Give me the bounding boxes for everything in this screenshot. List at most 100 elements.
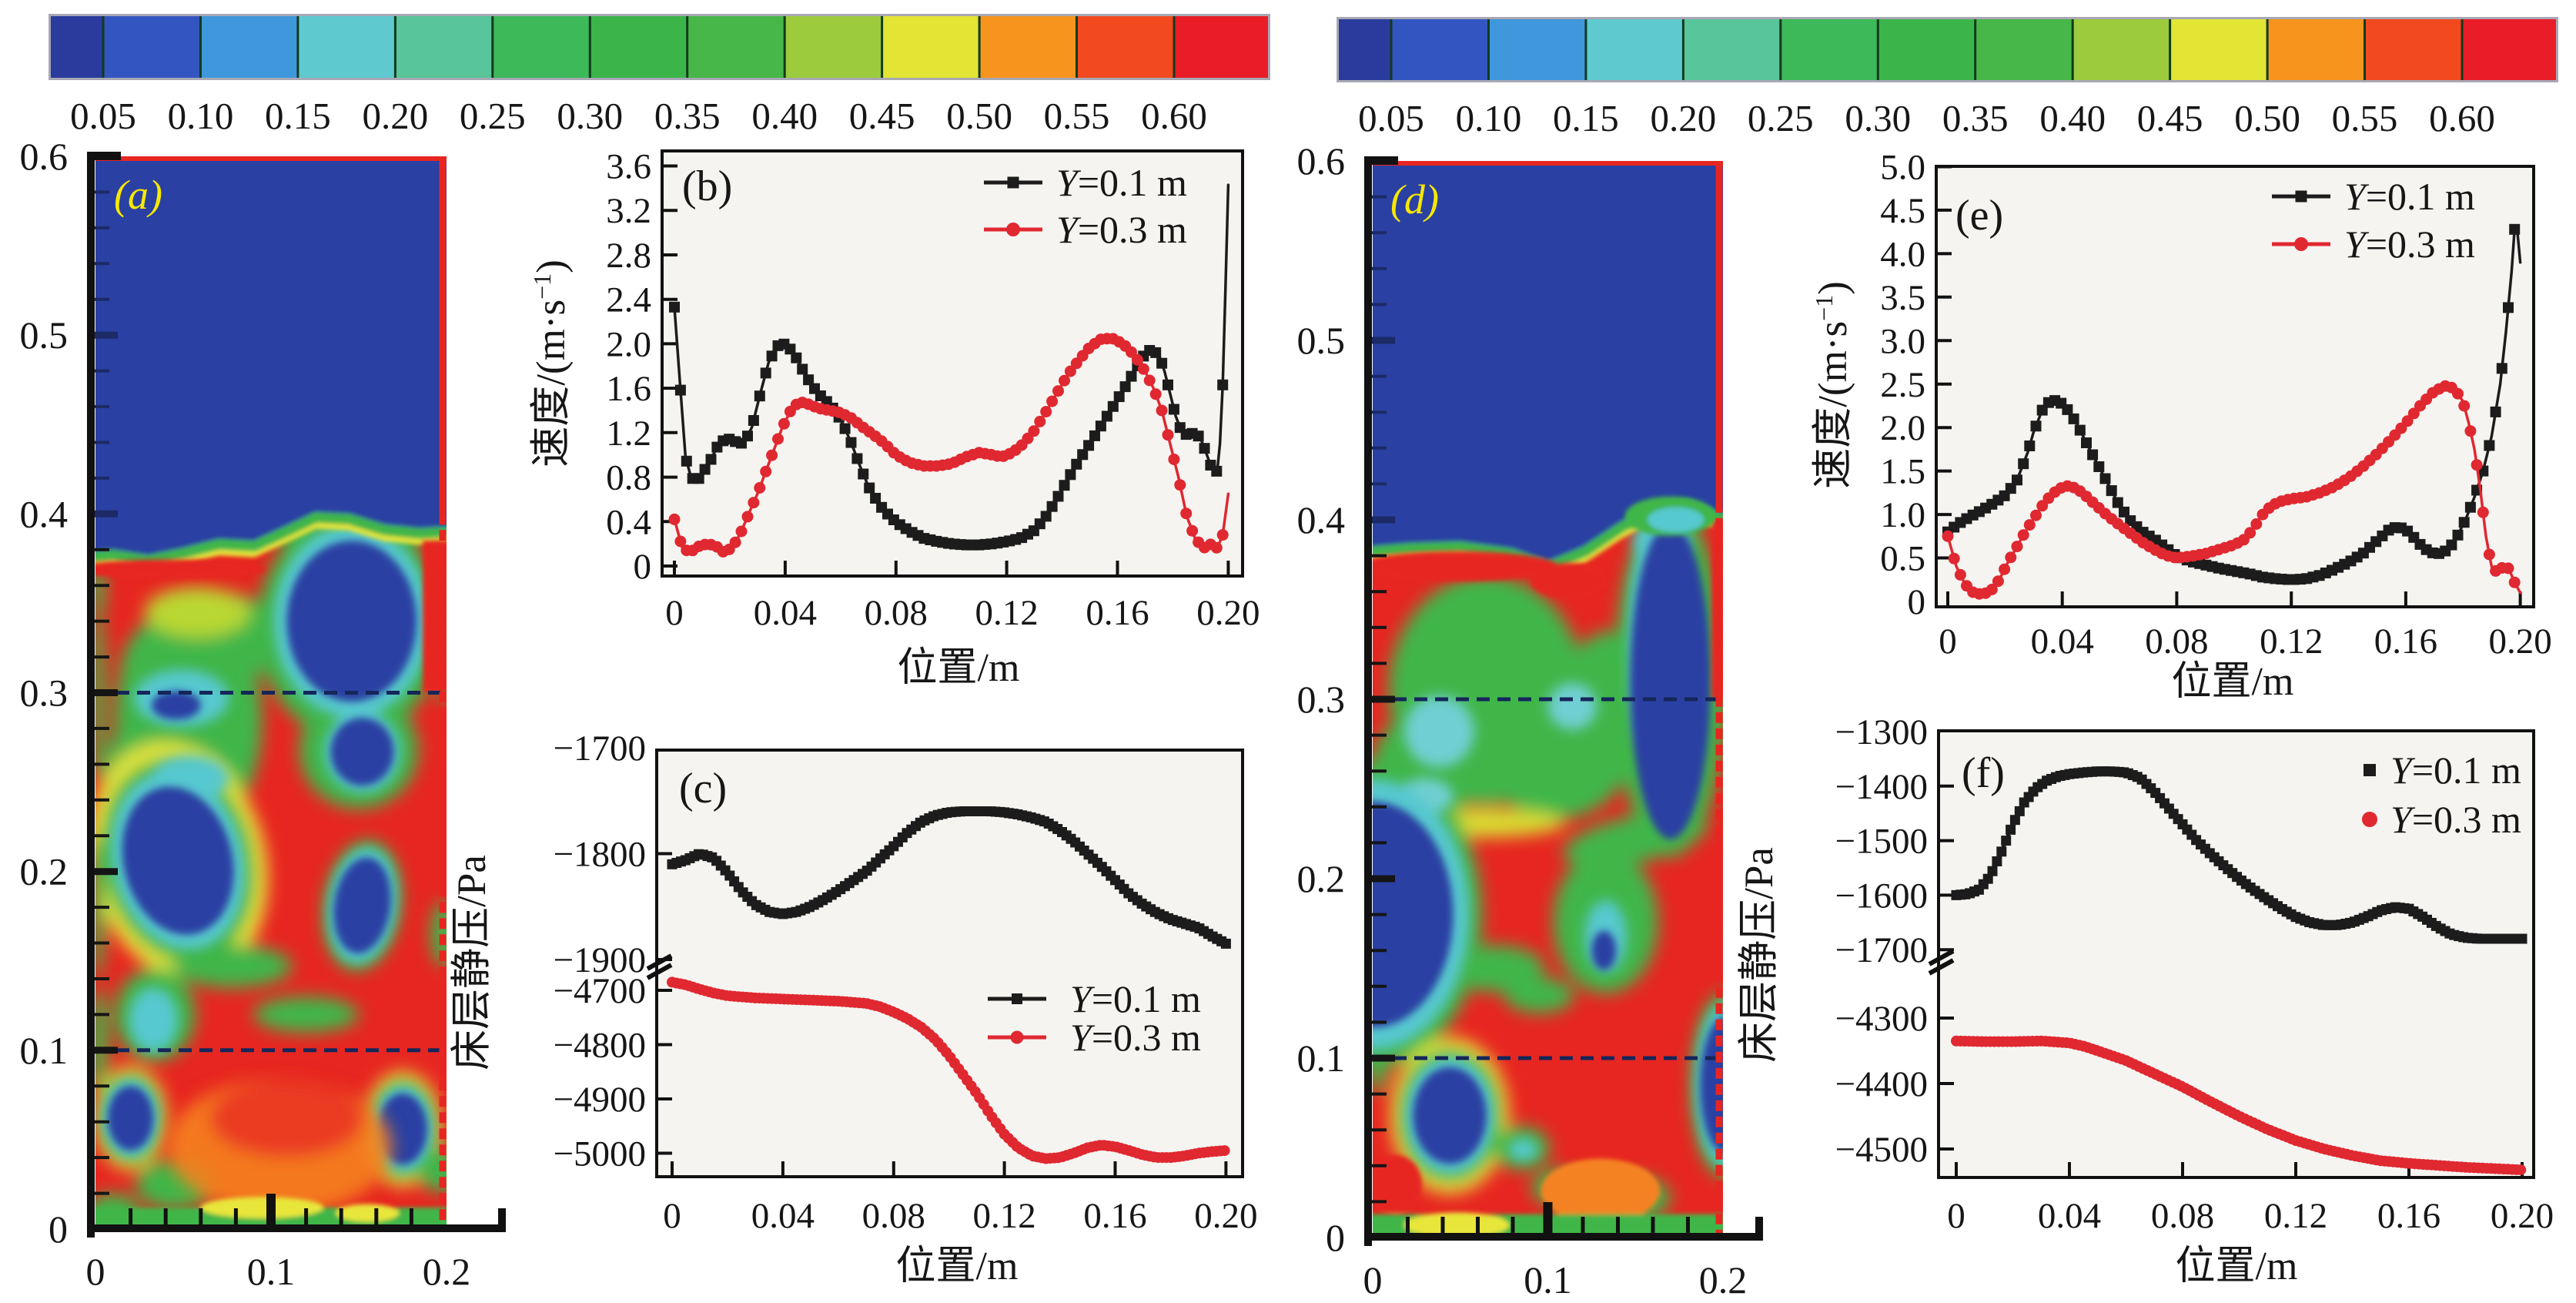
svg-text:0.16: 0.16 (2374, 621, 2437, 662)
svg-text:0.5: 0.5 (1297, 319, 1346, 362)
svg-text:0.35: 0.35 (1942, 97, 2009, 139)
svg-text:−1600: −1600 (1835, 876, 1928, 916)
svg-text:0.08: 0.08 (862, 1196, 925, 1236)
svg-text:0.12: 0.12 (2264, 1196, 2327, 1236)
svg-text:0: 0 (1947, 1196, 1965, 1236)
svg-text:0.20: 0.20 (2491, 1196, 2554, 1236)
svg-text:−4500: −4500 (1835, 1130, 1928, 1170)
svg-text:−1700: −1700 (1835, 930, 1928, 970)
svg-text:1.6: 1.6 (606, 369, 651, 409)
svg-text:位置/m: 位置/m (896, 1244, 1019, 1288)
svg-text:0.60: 0.60 (1141, 95, 1207, 137)
svg-text:0: 0 (1939, 621, 1957, 662)
svg-text:0.12: 0.12 (2260, 621, 2323, 662)
svg-text:0.40: 0.40 (751, 95, 818, 137)
svg-text:0.30: 0.30 (1845, 97, 1911, 139)
svg-text:Y=0.3 m: Y=0.3 m (1056, 208, 1187, 251)
svg-text:3.5: 3.5 (1880, 278, 1925, 318)
svg-text:0.20: 0.20 (1651, 97, 1717, 139)
svg-text:0.12: 0.12 (975, 593, 1038, 633)
svg-text:2.0: 2.0 (606, 324, 651, 364)
svg-text:0.2: 0.2 (1297, 857, 1346, 900)
svg-text:0.08: 0.08 (2145, 621, 2208, 662)
svg-text:−5000: −5000 (553, 1134, 646, 1174)
svg-text:0: 0 (663, 1196, 681, 1236)
svg-text:0.08: 0.08 (2151, 1196, 2214, 1236)
svg-text:0.16: 0.16 (2377, 1196, 2441, 1236)
svg-text:Y=0.1 m: Y=0.1 m (1070, 977, 1201, 1020)
svg-text:0.20: 0.20 (363, 95, 429, 137)
svg-text:−4300: −4300 (1835, 999, 1928, 1039)
svg-text:0: 0 (1326, 1216, 1345, 1259)
svg-text:−1900: −1900 (553, 940, 646, 980)
svg-text:3.2: 3.2 (606, 191, 651, 231)
svg-text:0.60: 0.60 (2429, 97, 2495, 139)
svg-text:2.5: 2.5 (1880, 365, 1925, 405)
svg-text:0.25: 0.25 (1748, 97, 1814, 139)
svg-text:0.5: 0.5 (1880, 539, 1925, 579)
svg-text:0.20: 0.20 (1194, 1196, 1257, 1236)
svg-text:位置/m: 位置/m (2176, 1244, 2298, 1288)
svg-text:0.3: 0.3 (20, 672, 69, 715)
svg-text:0.45: 0.45 (849, 95, 915, 137)
svg-text:−1500: −1500 (1835, 822, 1928, 862)
svg-text:0.2: 0.2 (423, 1250, 471, 1293)
svg-text:Y=0.1 m: Y=0.1 m (2390, 749, 2521, 792)
svg-text:0.2: 0.2 (20, 850, 69, 893)
svg-text:(a): (a) (114, 172, 162, 218)
svg-text:位置/m: 位置/m (898, 646, 1020, 690)
svg-text:0.6: 0.6 (20, 135, 69, 178)
svg-text:床层静压/Pa: 床层静压/Pa (450, 855, 494, 1070)
svg-text:(d): (d) (1390, 176, 1439, 223)
svg-text:3.6: 3.6 (606, 147, 651, 187)
svg-text:0.5: 0.5 (20, 313, 69, 357)
svg-text:0.35: 0.35 (654, 95, 721, 137)
svg-text:Y=0.3 m: Y=0.3 m (2344, 223, 2475, 266)
svg-text:Y=0.1 m: Y=0.1 m (1056, 161, 1187, 204)
svg-text:(c): (c) (679, 765, 727, 812)
svg-text:0.1: 0.1 (247, 1250, 296, 1293)
svg-text:2.0: 2.0 (1880, 408, 1925, 448)
svg-text:0.04: 0.04 (754, 593, 817, 633)
svg-text:4.0: 4.0 (1880, 234, 1925, 274)
svg-text:1.5: 1.5 (1880, 452, 1925, 492)
svg-text:−1400: −1400 (1835, 767, 1928, 807)
svg-text:0.4: 0.4 (20, 492, 69, 535)
svg-text:2.4: 2.4 (606, 280, 651, 320)
svg-text:0.05: 0.05 (1358, 97, 1424, 139)
svg-text:4.5: 4.5 (1880, 191, 1925, 231)
svg-text:−1800: −1800 (553, 835, 646, 875)
svg-text:0.40: 0.40 (2039, 97, 2106, 139)
svg-text:2.8: 2.8 (606, 236, 651, 276)
svg-text:−4700: −4700 (553, 971, 646, 1011)
svg-text:0.04: 0.04 (751, 1196, 815, 1236)
svg-text:0.50: 0.50 (2234, 97, 2300, 139)
svg-text:0: 0 (1908, 582, 1926, 622)
svg-text:Y=0.3 m: Y=0.3 m (2390, 798, 2521, 841)
svg-text:0.16: 0.16 (1086, 593, 1149, 633)
svg-text:0.05: 0.05 (70, 95, 136, 137)
svg-text:速度/(m·s−1): 速度/(m·s−1) (528, 260, 574, 467)
svg-text:0.4: 0.4 (606, 502, 651, 542)
svg-text:0.30: 0.30 (557, 95, 623, 137)
svg-text:(f): (f) (1962, 749, 2005, 797)
svg-text:−4400: −4400 (1835, 1064, 1928, 1104)
svg-text:0.4: 0.4 (1297, 498, 1346, 541)
svg-text:0: 0 (1363, 1258, 1383, 1301)
svg-text:Y=0.3 m: Y=0.3 m (1070, 1016, 1201, 1059)
svg-text:−1300: −1300 (1835, 712, 1928, 752)
svg-text:1.0: 1.0 (1880, 495, 1925, 535)
svg-text:0.10: 0.10 (1456, 97, 1522, 139)
svg-text:0.15: 0.15 (1553, 97, 1619, 139)
svg-text:0.3: 0.3 (1297, 678, 1346, 721)
svg-text:0.6: 0.6 (1297, 139, 1346, 183)
svg-text:0.25: 0.25 (460, 95, 526, 137)
svg-text:0.2: 0.2 (1699, 1258, 1748, 1301)
svg-text:0: 0 (49, 1208, 68, 1251)
svg-text:−4900: −4900 (553, 1080, 646, 1120)
svg-text:3.0: 3.0 (1880, 321, 1925, 361)
svg-text:0.20: 0.20 (1196, 593, 1260, 633)
svg-text:0.12: 0.12 (972, 1196, 1035, 1236)
svg-text:0.1: 0.1 (1524, 1258, 1572, 1301)
svg-text:5.0: 5.0 (1880, 148, 1925, 188)
